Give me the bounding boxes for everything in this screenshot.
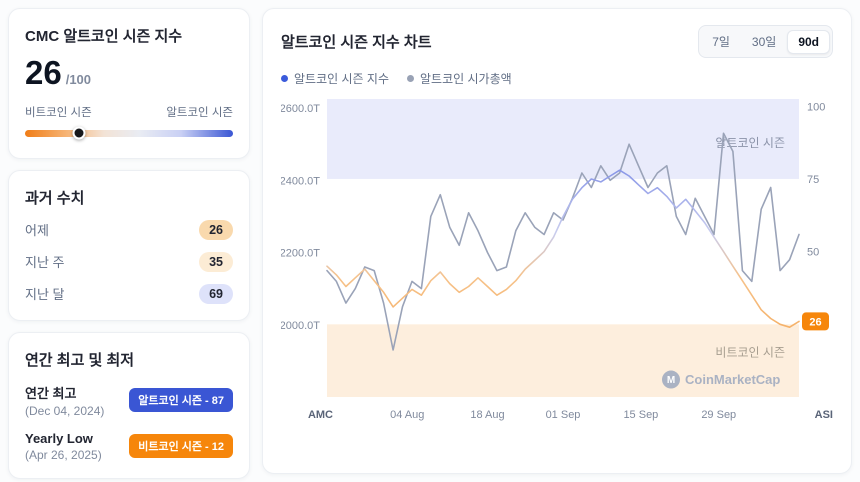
yearly-high-date: (Dec 04, 2024) xyxy=(25,403,105,418)
range-button-7d[interactable]: 7일 xyxy=(701,28,741,55)
season-gauge-bar xyxy=(25,126,233,140)
altcoin-index-card: CMC 알트코인 시즌 지수 26 /100 비트코인 시즌 알트코인 시즌 xyxy=(8,8,250,159)
yearly-low-label: Yearly Low xyxy=(25,430,93,446)
history-card-title: 과거 수치 xyxy=(25,189,85,207)
chart-header: 알트코인 시즌 지수 차트 7일 30일 90d xyxy=(281,25,833,58)
svg-text:50: 50 xyxy=(807,247,819,259)
svg-text:18 Aug: 18 Aug xyxy=(470,409,504,421)
season-scale-labels: 비트코인 시즌 알트코인 시즌 xyxy=(25,104,233,120)
yearly-high-badge: 알트코인 시즌 - 87 xyxy=(129,388,233,413)
range-button-30d[interactable]: 30일 xyxy=(741,28,787,55)
history-value-badge: 35 xyxy=(199,251,233,272)
svg-text:15 Sep: 15 Sep xyxy=(623,409,658,421)
svg-text:비트코인 시즌: 비트코인 시즌 xyxy=(715,345,785,359)
yearly-low-date: (Apr 26, 2025) xyxy=(25,447,102,462)
svg-text:01 Sep: 01 Sep xyxy=(546,409,581,421)
svg-text:2200.0T: 2200.0T xyxy=(281,248,320,260)
legend-dot-index xyxy=(281,75,288,82)
history-row-yesterday: 어제 26 xyxy=(25,219,233,240)
yearly-low-badge: 비트코인 시즌 - 12 xyxy=(129,434,233,459)
svg-text:2600.0T: 2600.0T xyxy=(281,103,320,115)
history-value-badge: 26 xyxy=(199,219,233,240)
index-card-title: CMC 알트코인 시즌 지수 xyxy=(25,28,183,45)
svg-text:04 Aug: 04 Aug xyxy=(390,409,424,421)
range-button-90d[interactable]: 90d xyxy=(787,29,830,54)
chart-legend: 알트코인 시즌 지수 알트코인 시가총액 xyxy=(281,70,833,87)
left-sidebar: CMC 알트코인 시즌 지수 26 /100 비트코인 시즌 알트코인 시즌 과… xyxy=(8,8,250,479)
season-gauge-knob xyxy=(72,126,86,140)
history-row-last-month: 지난 달 69 xyxy=(25,283,233,304)
season-index-chart-card: 알트코인 시즌 지수 차트 7일 30일 90d 알트코인 시즌 지수 알트코인… xyxy=(262,8,852,474)
svg-text:75: 75 xyxy=(807,174,819,186)
legend-item-index: 알트코인 시즌 지수 xyxy=(281,70,389,87)
index-max-value: /100 xyxy=(65,72,92,87)
yearly-low-info: Yearly Low (Apr 26, 2025) xyxy=(25,431,102,462)
yearly-high-label: 연간 최고 xyxy=(25,385,77,401)
altcoin-season-label: 알트코인 시즌 xyxy=(166,106,233,119)
history-label: 지난 달 xyxy=(25,287,65,303)
legend-item-marketcap: 알트코인 시가총액 xyxy=(407,70,512,87)
index-current-value: 26 xyxy=(25,54,62,91)
historical-values-card: 과거 수치 어제 26 지난 주 35 지난 달 69 xyxy=(8,169,250,321)
yearly-high-info: 연간 최고 (Dec 04, 2024) xyxy=(25,383,104,418)
history-label: 지난 주 xyxy=(25,255,65,271)
history-value-badge: 69 xyxy=(199,283,233,304)
legend-label-marketcap: 알트코인 시가총액 xyxy=(420,72,512,86)
history-label: 어제 xyxy=(25,223,49,239)
svg-text:CoinMarketCap: CoinMarketCap xyxy=(685,372,780,387)
history-row-last-week: 지난 주 35 xyxy=(25,251,233,272)
svg-text:AMC: AMC xyxy=(308,409,333,421)
bitcoin-season-label: 비트코인 시즌 xyxy=(25,106,92,119)
svg-text:29 Sep: 29 Sep xyxy=(701,409,736,421)
yearly-card-title: 연간 최고 및 최저 xyxy=(25,351,135,369)
chart-title: 알트코인 시즌 지수 차트 xyxy=(281,34,432,51)
range-selector: 7일 30일 90d xyxy=(698,25,833,58)
index-value-row: 26 /100 xyxy=(25,54,233,91)
svg-text:26: 26 xyxy=(809,316,821,328)
legend-label-index: 알트코인 시즌 지수 xyxy=(294,72,389,86)
svg-text:2400.0T: 2400.0T xyxy=(281,175,320,187)
svg-text:ASI: ASI xyxy=(815,409,833,421)
svg-text:100: 100 xyxy=(807,101,825,113)
yearly-high-row: 연간 최고 (Dec 04, 2024) 알트코인 시즌 - 87 xyxy=(25,383,233,418)
legend-dot-marketcap xyxy=(407,75,414,82)
yearly-low-row: Yearly Low (Apr 26, 2025) 비트코인 시즌 - 12 xyxy=(25,431,233,462)
svg-text:M: M xyxy=(667,375,675,386)
svg-text:알트코인 시즌: 알트코인 시즌 xyxy=(715,136,785,150)
svg-text:2000.0T: 2000.0T xyxy=(281,320,320,332)
yearly-high-low-card: 연간 최고 및 최저 연간 최고 (Dec 04, 2024) 알트코인 시즌 … xyxy=(8,331,250,479)
